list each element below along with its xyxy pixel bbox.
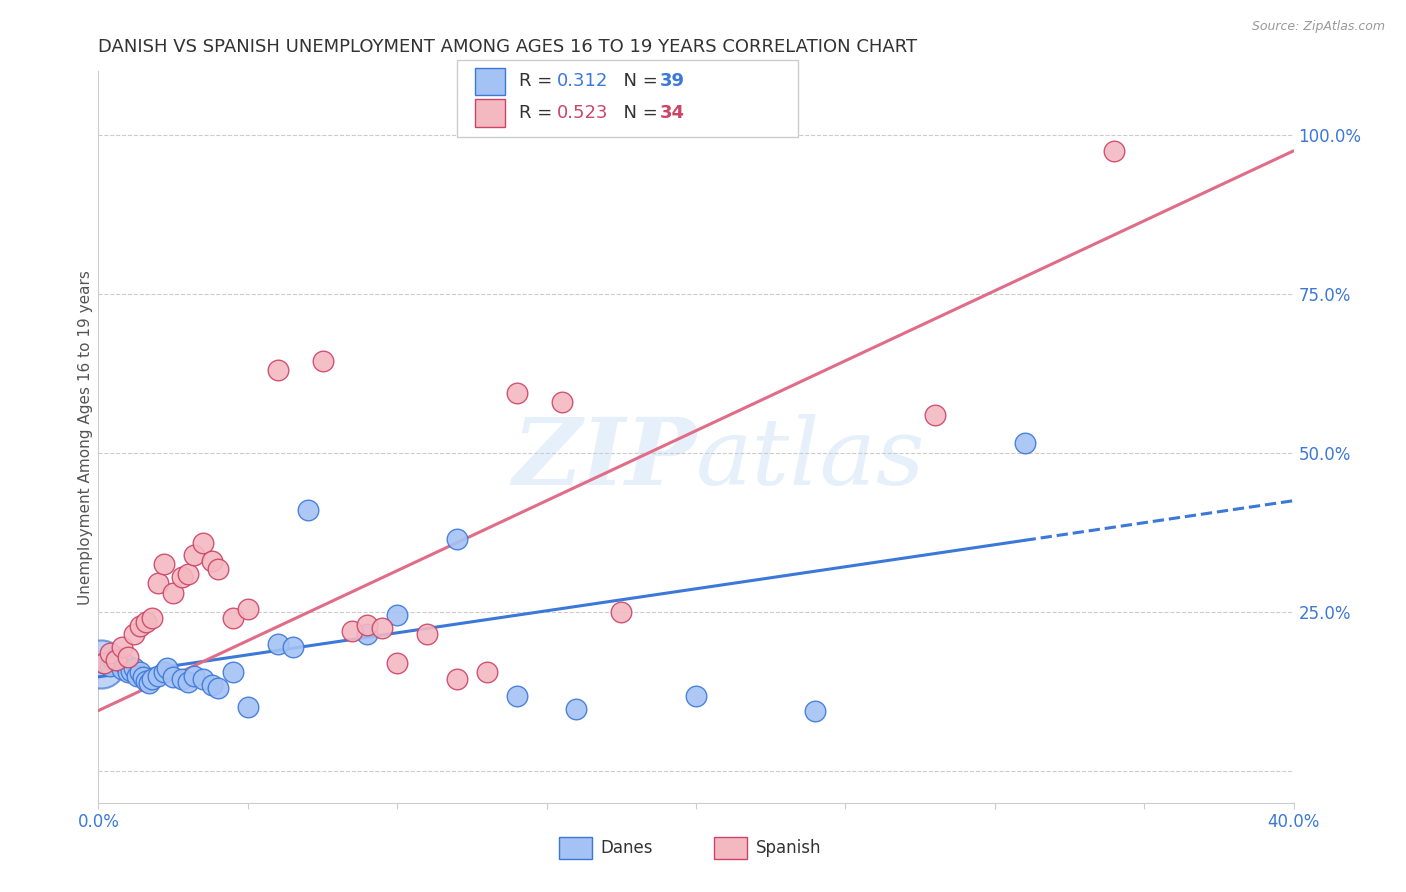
Point — [108, 655, 131, 669]
Point — [105, 649, 128, 664]
Point — [141, 611, 163, 625]
Point — [90, 657, 112, 672]
Point — [172, 672, 194, 686]
Text: atlas: atlas — [696, 414, 925, 504]
Point — [114, 657, 136, 672]
Point — [191, 672, 214, 686]
Point — [138, 676, 160, 690]
Point — [267, 637, 290, 651]
Point — [506, 689, 529, 703]
Text: N =: N = — [613, 103, 664, 121]
Point — [207, 681, 229, 696]
Point — [236, 602, 259, 616]
Point — [129, 665, 152, 680]
Text: R =: R = — [519, 72, 558, 90]
Point — [281, 640, 304, 654]
Point — [153, 665, 176, 680]
Point — [446, 532, 468, 546]
FancyBboxPatch shape — [475, 99, 505, 127]
Point — [127, 668, 149, 682]
Point — [162, 670, 184, 684]
FancyBboxPatch shape — [475, 68, 505, 95]
Point — [98, 659, 122, 673]
Point — [342, 624, 364, 638]
Point — [207, 562, 229, 576]
Point — [183, 548, 205, 562]
Point — [111, 640, 134, 654]
Point — [124, 661, 146, 675]
Text: Source: ZipAtlas.com: Source: ZipAtlas.com — [1251, 20, 1385, 33]
Text: DANISH VS SPANISH UNEMPLOYMENT AMONG AGES 16 TO 19 YEARS CORRELATION CHART: DANISH VS SPANISH UNEMPLOYMENT AMONG AGE… — [98, 38, 918, 56]
FancyBboxPatch shape — [558, 838, 592, 859]
Point — [565, 701, 588, 715]
Point — [156, 661, 179, 675]
Point — [148, 668, 170, 682]
Point — [297, 503, 319, 517]
Point — [162, 586, 184, 600]
Point — [804, 704, 827, 718]
Point — [506, 385, 529, 400]
Point — [117, 649, 139, 664]
Text: 34: 34 — [661, 103, 685, 121]
Point — [385, 656, 409, 670]
Point — [148, 576, 170, 591]
Point — [172, 570, 194, 584]
Point — [236, 700, 259, 714]
Point — [129, 619, 152, 633]
Point — [141, 672, 163, 686]
Text: 0.523: 0.523 — [557, 103, 609, 121]
Point — [177, 675, 200, 690]
Point — [120, 664, 142, 678]
Point — [356, 627, 378, 641]
Point — [685, 689, 707, 703]
Point — [153, 558, 176, 572]
Text: Danes: Danes — [600, 839, 652, 857]
Point — [267, 363, 290, 377]
Point — [177, 566, 200, 581]
Point — [416, 627, 439, 641]
Point — [610, 605, 633, 619]
Point — [311, 353, 333, 368]
Point — [135, 673, 157, 688]
Point — [103, 653, 125, 667]
Point — [356, 617, 378, 632]
Point — [117, 665, 139, 680]
Point — [924, 408, 946, 422]
Point — [93, 656, 115, 670]
Point — [371, 621, 394, 635]
Text: N =: N = — [613, 72, 664, 90]
Point — [111, 662, 134, 676]
Text: 0.312: 0.312 — [557, 72, 609, 90]
Point — [124, 627, 146, 641]
FancyBboxPatch shape — [457, 61, 797, 137]
Point — [222, 611, 245, 625]
Point — [201, 678, 224, 692]
Point — [105, 653, 128, 667]
Text: 39: 39 — [661, 72, 685, 90]
Point — [132, 670, 155, 684]
Point — [446, 672, 468, 686]
Point — [191, 536, 214, 550]
Point — [385, 608, 409, 623]
Point — [93, 656, 115, 670]
Text: R =: R = — [519, 103, 558, 121]
FancyBboxPatch shape — [714, 838, 748, 859]
Point — [222, 665, 245, 680]
Text: Spanish: Spanish — [756, 839, 821, 857]
Point — [1014, 436, 1036, 450]
Point — [183, 668, 205, 682]
Point — [201, 554, 224, 568]
Point — [550, 395, 572, 409]
Text: ZIP: ZIP — [512, 414, 696, 504]
Point — [98, 646, 122, 660]
Point — [1104, 144, 1126, 158]
Point — [475, 665, 498, 680]
Point — [135, 615, 157, 629]
Y-axis label: Unemployment Among Ages 16 to 19 years: Unemployment Among Ages 16 to 19 years — [77, 269, 93, 605]
